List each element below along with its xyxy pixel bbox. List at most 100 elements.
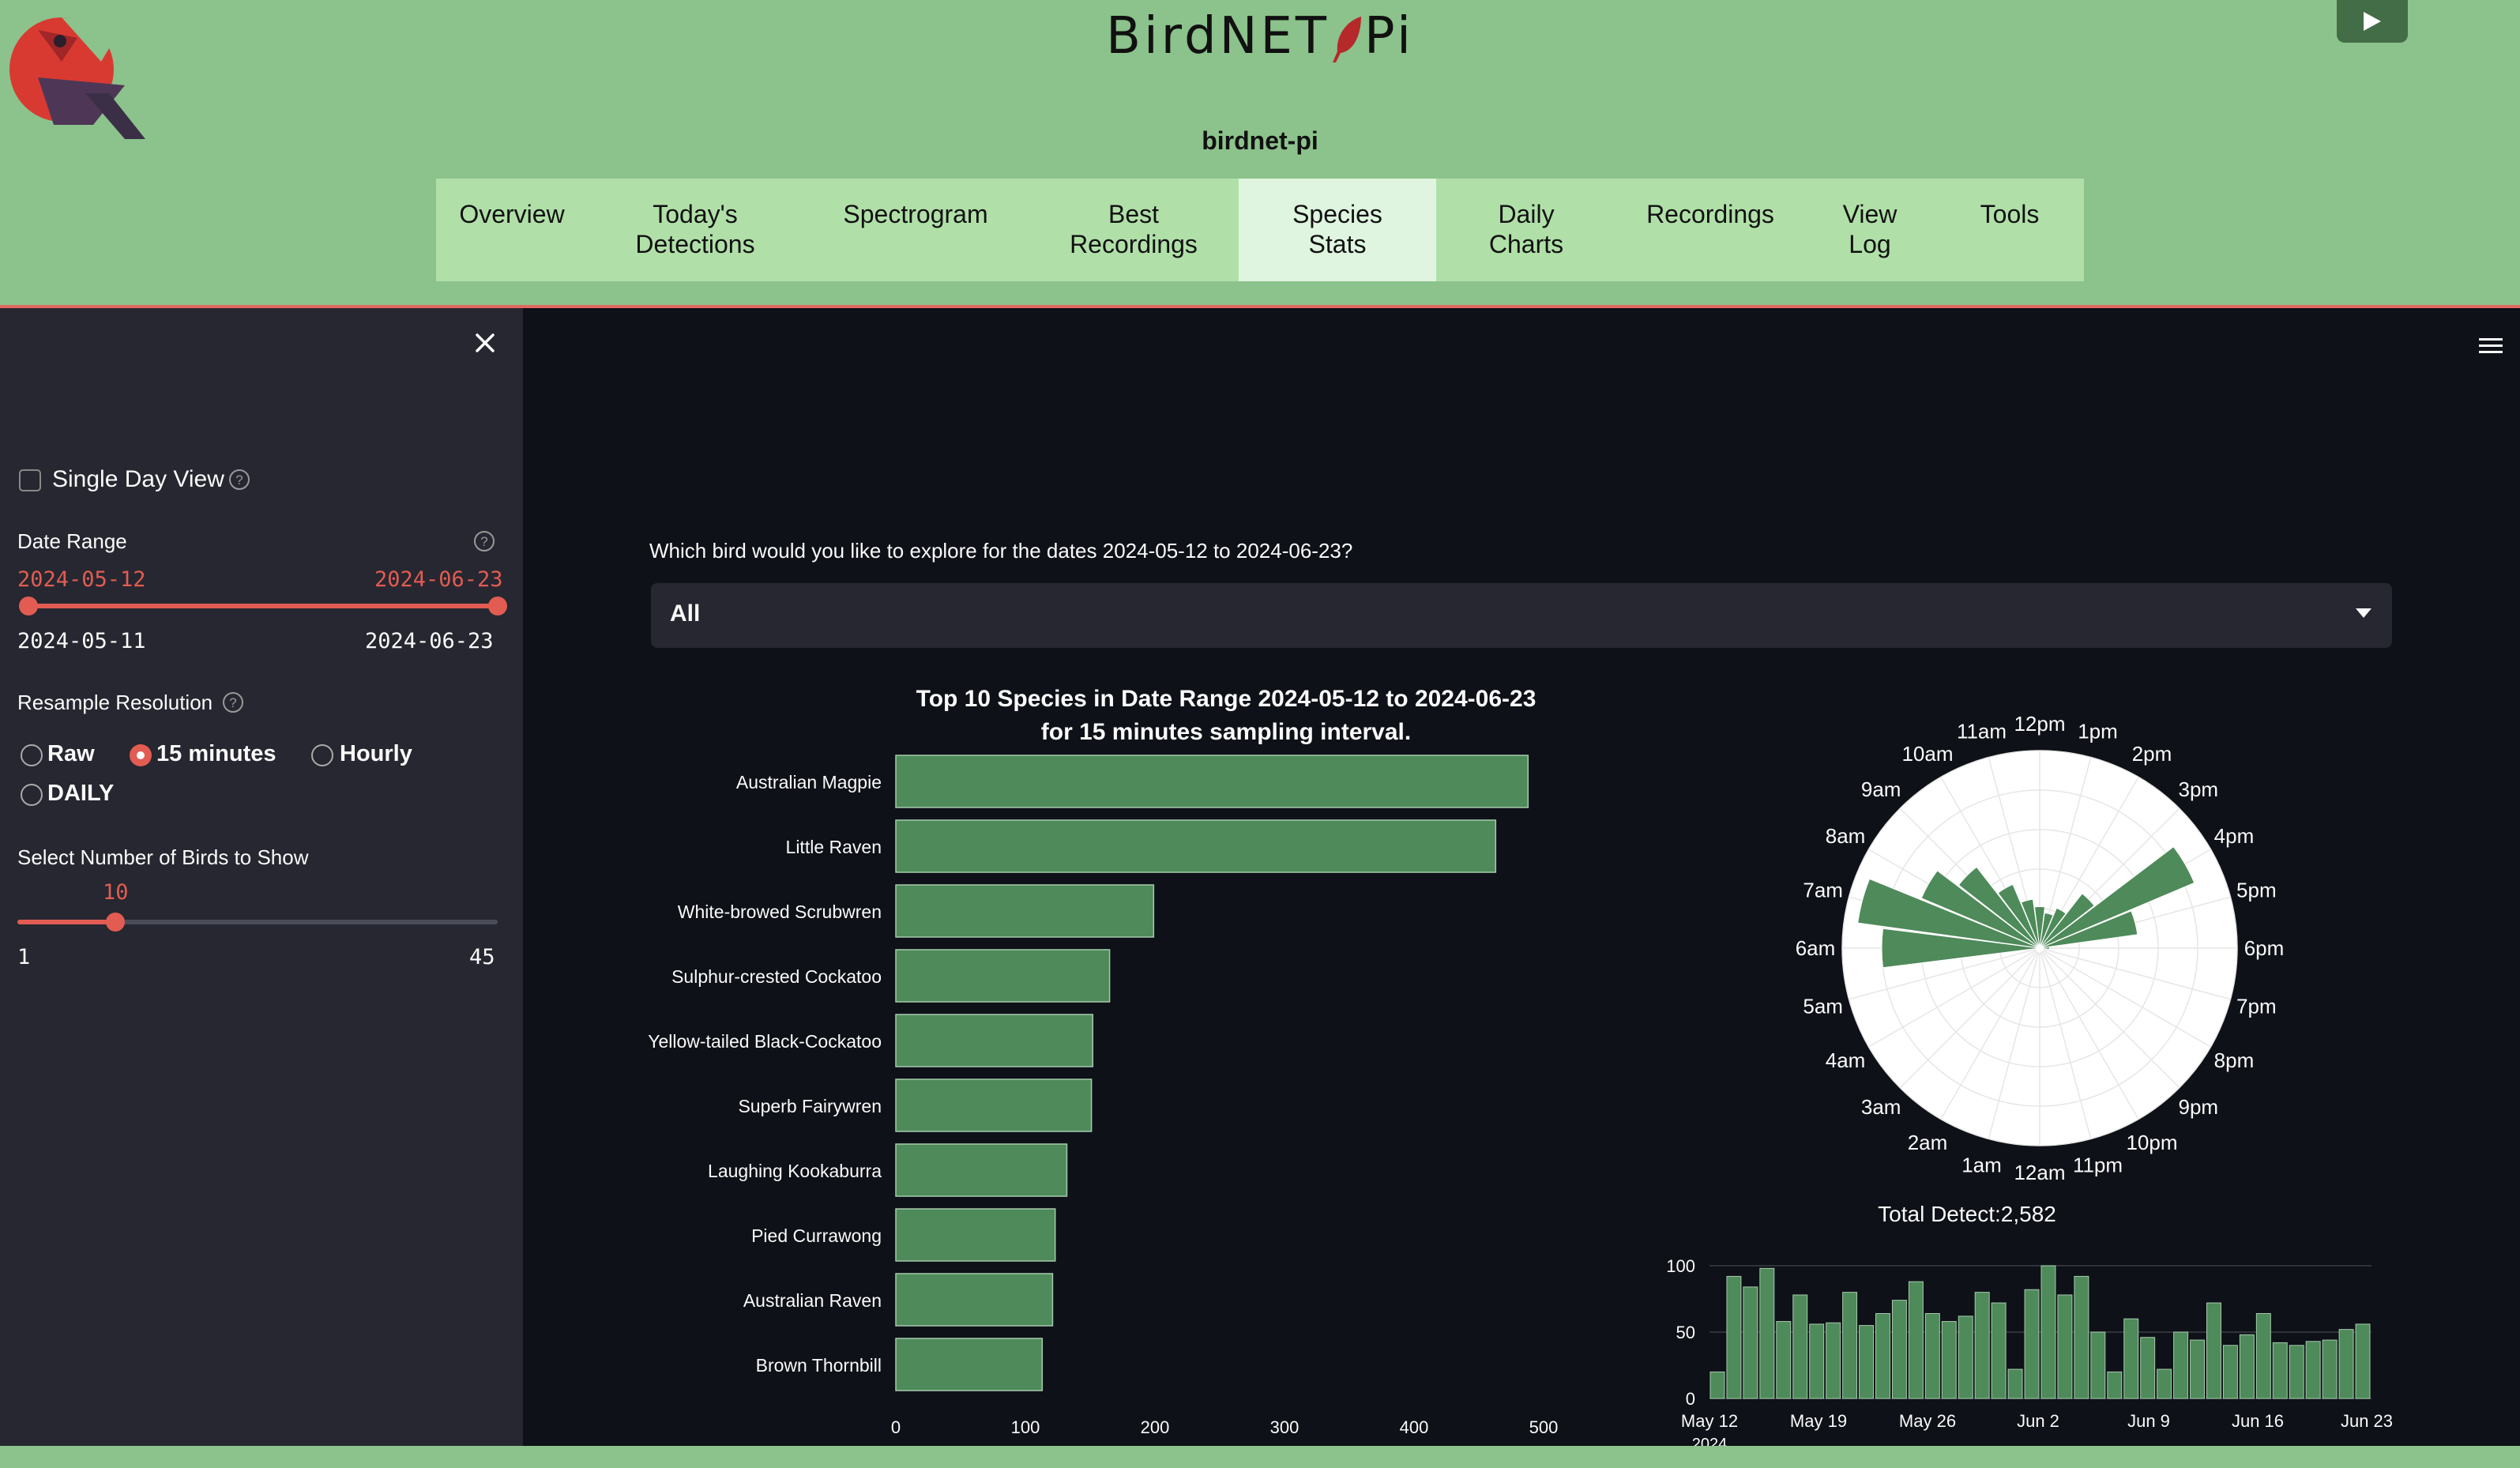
help-icon[interactable]: ? bbox=[472, 529, 496, 553]
species-bar[interactable] bbox=[895, 949, 1111, 1003]
hour-label: 5pm bbox=[2236, 878, 2277, 902]
daily-bar[interactable] bbox=[1908, 1281, 1924, 1399]
hour-bar[interactable] bbox=[2033, 905, 2046, 949]
daily-bar[interactable] bbox=[2090, 1331, 2106, 1399]
species-label: Australian Magpie bbox=[736, 772, 882, 792]
daily-bar[interactable] bbox=[1991, 1302, 2007, 1399]
help-icon[interactable]: ? bbox=[221, 691, 245, 714]
menu-icon[interactable] bbox=[2477, 335, 2504, 357]
tab-spectrogram[interactable]: Spectrogram bbox=[803, 179, 1029, 281]
species-bar[interactable] bbox=[895, 1208, 1056, 1262]
species-bar[interactable] bbox=[895, 819, 1497, 873]
birds-slider-handle[interactable] bbox=[106, 913, 125, 932]
help-icon[interactable]: ? bbox=[228, 468, 251, 491]
daily-bar[interactable] bbox=[1826, 1322, 1841, 1399]
daily-bar[interactable] bbox=[2289, 1345, 2304, 1399]
species-bar[interactable] bbox=[895, 755, 1529, 808]
radio-daily[interactable] bbox=[21, 784, 43, 806]
x-tick-label: May 19 bbox=[1790, 1411, 1847, 1431]
tab-species-stats[interactable]: Species Stats bbox=[1239, 179, 1436, 281]
hour-bar[interactable] bbox=[1920, 870, 2040, 949]
daily-bar[interactable] bbox=[2222, 1345, 2238, 1399]
daily-bar[interactable] bbox=[1743, 1286, 1758, 1399]
daily-bar[interactable] bbox=[2173, 1331, 2189, 1399]
species-label: Brown Thornbill bbox=[756, 1355, 882, 1376]
hour-label: 3am bbox=[1861, 1095, 1901, 1119]
daily-bar[interactable] bbox=[1726, 1275, 1742, 1399]
bird-select[interactable]: All bbox=[651, 583, 2392, 648]
hour-bar[interactable] bbox=[2039, 910, 2138, 949]
hour-bar[interactable] bbox=[1997, 883, 2040, 949]
tab-daily-charts[interactable]: Daily Charts bbox=[1436, 179, 1616, 281]
radio-hourly[interactable] bbox=[311, 744, 333, 766]
daily-bar[interactable] bbox=[2190, 1339, 2205, 1399]
play-button[interactable] bbox=[2337, 0, 2408, 43]
daily-bar[interactable] bbox=[1859, 1325, 1874, 1399]
daily-bar[interactable] bbox=[2123, 1318, 2139, 1399]
daily-bar[interactable] bbox=[2157, 1368, 2172, 1399]
species-bar[interactable] bbox=[895, 1338, 1044, 1391]
hour-bar[interactable] bbox=[2039, 893, 2095, 949]
tab-view-log[interactable]: View Log bbox=[1804, 179, 1935, 281]
daily-bar[interactable] bbox=[2040, 1265, 2056, 1399]
daily-bar[interactable] bbox=[2206, 1302, 2221, 1399]
daily-bar[interactable] bbox=[2107, 1371, 2123, 1399]
y-tick-label: 0 bbox=[1686, 1389, 1695, 1409]
date-range-end-handle[interactable] bbox=[488, 597, 507, 615]
date-range-track[interactable] bbox=[27, 604, 498, 608]
species-bar[interactable] bbox=[895, 1273, 1054, 1327]
radio-raw[interactable] bbox=[21, 744, 43, 766]
daily-bar[interactable] bbox=[1958, 1316, 1973, 1399]
polar-grid-spoke bbox=[2039, 947, 2231, 1000]
species-bar[interactable] bbox=[895, 1014, 1094, 1067]
hour-bar[interactable] bbox=[2020, 898, 2040, 949]
birds-slider-track[interactable] bbox=[17, 920, 498, 924]
species-bar[interactable] bbox=[895, 1078, 1093, 1132]
daily-bar[interactable] bbox=[2255, 1312, 2271, 1399]
single-day-checkbox[interactable] bbox=[19, 469, 41, 491]
daily-bar[interactable] bbox=[2024, 1289, 2040, 1399]
daily-bar[interactable] bbox=[1924, 1312, 1940, 1399]
daily-bar[interactable] bbox=[1875, 1312, 1890, 1399]
tab-overview[interactable]: Overview bbox=[436, 179, 588, 281]
daily-bar[interactable] bbox=[2057, 1294, 2073, 1399]
hour-bar[interactable] bbox=[2039, 946, 2050, 950]
species-bar[interactable] bbox=[895, 1143, 1068, 1197]
daily-bar[interactable] bbox=[1842, 1292, 1858, 1399]
daily-bar[interactable] bbox=[2272, 1342, 2288, 1399]
x-tick-label: Jun 16 bbox=[2232, 1411, 2284, 1431]
tab-best-recordings[interactable]: Best Recordings bbox=[1029, 179, 1239, 281]
tab-todays-detections[interactable]: Today's Detections bbox=[588, 179, 803, 281]
polar-grid-spoke bbox=[2039, 947, 2139, 1120]
daily-bar[interactable] bbox=[1809, 1323, 1825, 1399]
daily-bar[interactable] bbox=[1776, 1321, 1792, 1399]
daily-bar[interactable] bbox=[2322, 1339, 2338, 1399]
close-icon[interactable] bbox=[469, 327, 501, 359]
hour-bar[interactable] bbox=[2039, 907, 2067, 949]
daily-bar[interactable] bbox=[2338, 1329, 2354, 1399]
hour-bar[interactable] bbox=[1958, 866, 2040, 949]
daily-bar[interactable] bbox=[1891, 1300, 1907, 1399]
daily-bar[interactable] bbox=[2074, 1275, 2089, 1399]
daily-bar[interactable] bbox=[1974, 1292, 1990, 1399]
daily-bar[interactable] bbox=[2305, 1341, 2321, 1399]
tab-recordings[interactable]: Recordings bbox=[1616, 179, 1804, 281]
daily-bar[interactable] bbox=[1941, 1321, 1957, 1399]
daily-bar[interactable] bbox=[1792, 1294, 1808, 1399]
radio-15-minutes[interactable] bbox=[130, 744, 152, 766]
daily-bar[interactable] bbox=[2355, 1323, 2371, 1399]
tab-label: Spectrogram bbox=[843, 200, 988, 228]
daily-bar[interactable] bbox=[2239, 1334, 2255, 1399]
date-range-start-handle[interactable] bbox=[19, 597, 38, 615]
brand-left: BirdNET bbox=[1106, 7, 1330, 66]
species-bar[interactable] bbox=[895, 884, 1155, 938]
hour-bar[interactable] bbox=[2039, 846, 2195, 949]
hour-bar[interactable] bbox=[1857, 878, 2040, 949]
daily-bar[interactable] bbox=[2007, 1368, 2023, 1399]
tab-tools[interactable]: Tools bbox=[1935, 179, 2084, 281]
daily-bar[interactable] bbox=[2140, 1337, 2156, 1399]
daily-bar[interactable] bbox=[1709, 1371, 1725, 1399]
x-tick-label: May 26 bbox=[1899, 1411, 1956, 1431]
hour-bar[interactable] bbox=[1881, 928, 2040, 969]
daily-bar[interactable] bbox=[1759, 1267, 1775, 1399]
